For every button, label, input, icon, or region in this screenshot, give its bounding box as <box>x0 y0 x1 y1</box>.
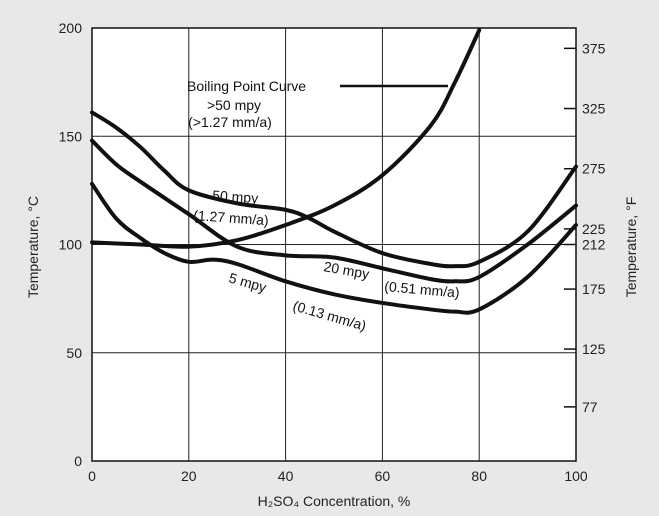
boiling-label-2: >50 mpy <box>207 97 261 113</box>
20mpy-label: 20 mpy <box>322 258 370 282</box>
x-tick-label: 60 <box>375 468 391 484</box>
y-tick-label: 50 <box>66 345 82 361</box>
boiling-annotation: Boiling Point Curve >50 mpy (>1.27 mm/a) <box>187 78 448 130</box>
y-tick-label: 150 <box>59 128 83 144</box>
series-5-mpy-line <box>90 181 578 315</box>
curves <box>90 28 578 315</box>
x-tick-label: 80 <box>471 468 487 484</box>
y2-axis-title: Temperature, °F <box>623 197 639 298</box>
y2-tick-label: 175 <box>582 281 606 297</box>
x-tick-label: 40 <box>278 468 294 484</box>
y2-tick-label: 225 <box>582 221 606 237</box>
y2-tick-label: 77 <box>582 399 598 415</box>
20mpy-annotation: 20 mpy (0.51 mm/a) <box>322 258 460 300</box>
y2-tick-label: 375 <box>582 40 606 56</box>
y2-tick-label: 212 <box>582 237 606 253</box>
y-tick-label: 0 <box>74 453 82 469</box>
boiling-label-1: Boiling Point Curve <box>187 78 306 94</box>
50mpy-annotation: 50 mpy (1.27 mm/a) <box>193 187 269 228</box>
plot-frame <box>91 27 577 462</box>
x-tick-label: 20 <box>181 468 197 484</box>
series-50-mpy-line <box>90 110 578 269</box>
series-boiling-point-curve-line <box>90 28 482 249</box>
x-tick-label: 0 <box>88 468 96 484</box>
y-tick-label: 200 <box>59 20 83 36</box>
50mpy-metric-label: (1.27 mm/a) <box>193 207 269 228</box>
x-axis-title: H₂SO₄ Concentration, % <box>258 493 411 509</box>
50mpy-label: 50 mpy <box>212 187 259 206</box>
y-axis-title: Temperature, °C <box>25 196 41 298</box>
y2-tick-label: 325 <box>582 101 606 117</box>
20mpy-metric-label: (0.51 mm/a) <box>384 278 461 301</box>
y-tick-label: 100 <box>59 237 83 253</box>
grid-lines <box>92 28 576 461</box>
x-tick-label: 100 <box>564 468 588 484</box>
boiling-label-3: (>1.27 mm/a) <box>188 114 272 130</box>
y2-tick-label: 275 <box>582 161 606 177</box>
series-20-mpy-line <box>90 138 578 284</box>
y2-tick-label: 125 <box>582 341 606 357</box>
